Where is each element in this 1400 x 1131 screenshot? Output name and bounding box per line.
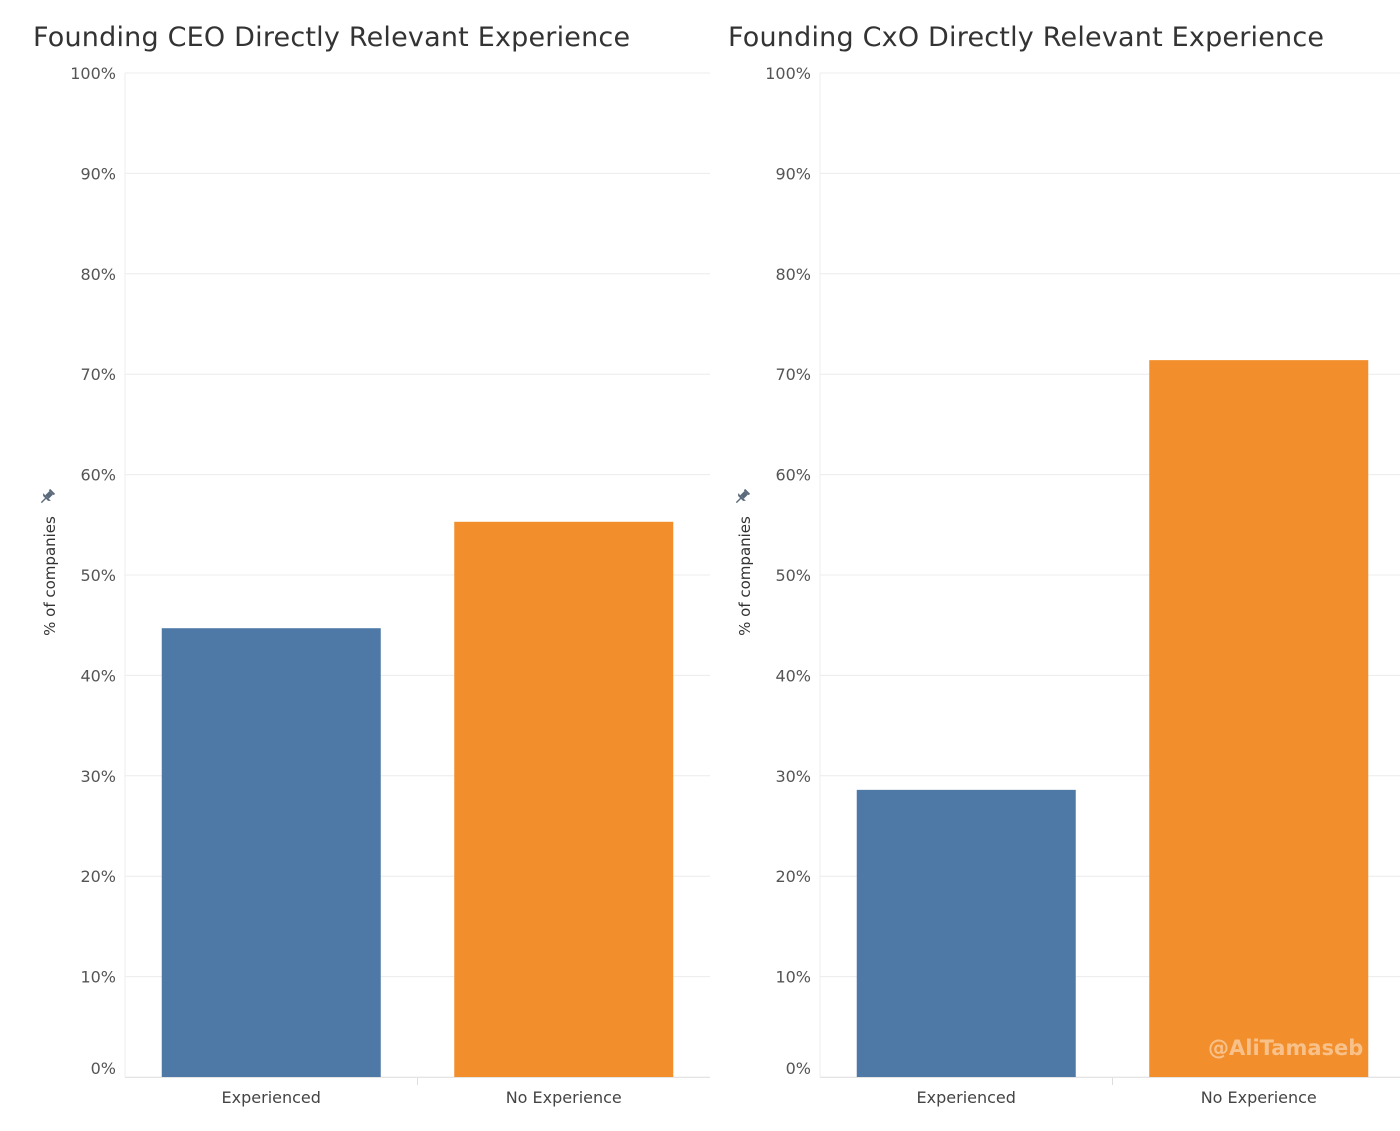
pin-icon[interactable] (732, 487, 752, 507)
y-tick-label: 30% (80, 767, 116, 786)
x-category-label: Experienced (917, 1088, 1016, 1107)
y-tick-label: 40% (80, 666, 116, 685)
chart-title: Founding CEO Directly Relevant Experienc… (33, 22, 631, 53)
bar-chart-ceo: 0% 10% 20% 30% 40% 50% 60% 70% 80% 90% 100% Experie… (70, 64, 710, 1107)
y-tick-label: 20% (80, 867, 116, 886)
watermark: @AliTamaseb (1208, 1036, 1364, 1060)
y-tick-label: 40% (775, 666, 811, 685)
y-tick-label: 80% (80, 265, 116, 284)
chart-title: Founding CxO Directly Relevant Experienc… (728, 22, 1325, 53)
y-axis-label: % of companies (41, 516, 59, 636)
y-tick-label: 10% (80, 968, 116, 987)
y-tick-label: 100% (70, 64, 116, 83)
x-category-label: No Experience (1201, 1088, 1317, 1107)
y-tick-label: 0% (786, 1059, 811, 1078)
y-tick-label: 20% (775, 867, 811, 886)
y-tick-label: 10% (775, 968, 811, 987)
y-tick-label: 0% (91, 1059, 116, 1078)
bar-experienced[interactable] (856, 789, 1076, 1077)
bar-no-experience[interactable] (454, 521, 674, 1077)
y-tick-label: 100% (765, 64, 811, 83)
y-tick-label: 80% (775, 265, 811, 284)
bar-chart-cxo: 0% 10% 20% 30% 40% 50% 60% 70% 80% 90% 100% Experie… (765, 64, 1400, 1107)
pin-icon[interactable] (37, 487, 57, 507)
y-tick-label: 90% (775, 164, 811, 183)
y-tick-label: 30% (775, 767, 811, 786)
chart-panel-cxo: Founding CxO Directly Relevant Experienc… (695, 0, 1400, 1131)
y-tick-label: 50% (775, 566, 811, 585)
bar-experienced[interactable] (161, 628, 381, 1077)
bar-no-experience[interactable] (1149, 360, 1369, 1077)
y-tick-label: 50% (80, 566, 116, 585)
x-category-label: Experienced (222, 1088, 321, 1107)
y-tick-label: 90% (80, 164, 116, 183)
y-tick-label: 70% (80, 365, 116, 384)
y-tick-label: 60% (80, 466, 116, 485)
y-axis-label: % of companies (736, 516, 754, 636)
y-tick-label: 60% (775, 466, 811, 485)
y-tick-label: 70% (775, 365, 811, 384)
chart-panel-ceo: Founding CEO Directly Relevant Experienc… (33, 22, 710, 1107)
x-category-label: No Experience (506, 1088, 622, 1107)
